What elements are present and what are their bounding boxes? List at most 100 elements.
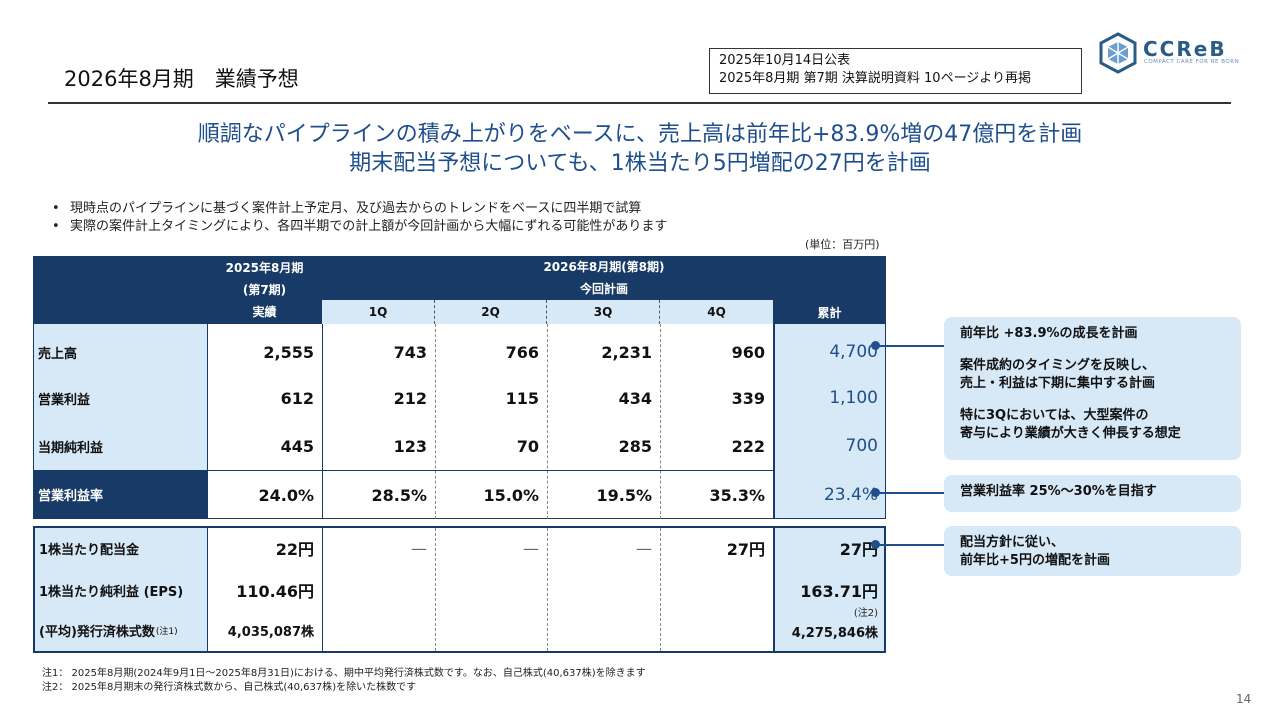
cell-eps-cumulative: 163.71円 bbox=[800, 582, 878, 601]
column-divider bbox=[322, 528, 323, 651]
header-q4: 4Q bbox=[660, 300, 773, 324]
plan-title: 2026年8月期(第8期) bbox=[543, 260, 665, 274]
footnotes: 注1： 2025年8月期(2024年9月1日～2025年8月31日)における、期… bbox=[42, 667, 646, 695]
bullet-item: 現時点のパイプラインに基づく案件計上予定月、及び過去からのトレンドをベースに四半… bbox=[52, 200, 667, 218]
cell-dividend-q1: — bbox=[411, 538, 427, 558]
callout-growth-line: 寄与により業績が大きく伸長する想定 bbox=[960, 426, 1181, 441]
callout-spacer bbox=[960, 343, 1225, 357]
cumulative-column-bg bbox=[773, 324, 885, 518]
row-label-shares: (平均)発行済株式数 (注1) bbox=[35, 614, 207, 646]
logo-cube-icon bbox=[1099, 32, 1137, 74]
cell-net-cumulative: 700 bbox=[845, 436, 878, 456]
cell-margin-q2: 15.0% bbox=[483, 485, 539, 505]
cell-op-q3: 434 bbox=[618, 388, 652, 408]
connector-line bbox=[878, 492, 944, 494]
callout-dividend-line: 前年比+5円の増配を計画 bbox=[960, 553, 1110, 568]
cell-margin-q3: 19.5% bbox=[596, 485, 652, 505]
cell-eps-prev: 110.46円 bbox=[236, 582, 314, 601]
row-divider bbox=[207, 470, 886, 471]
cell-shares-cumulative: 4,275,846株 bbox=[791, 625, 878, 641]
header-q3: 3Q bbox=[547, 300, 660, 324]
callout-margin-text: 営業利益率 25%～30%を目指す bbox=[960, 484, 1157, 499]
cell-dividend-q2: — bbox=[523, 538, 539, 558]
logo-tagline: COMPACT CARE FOR RE BORN bbox=[1144, 59, 1240, 65]
column-divider bbox=[207, 528, 208, 651]
row-label-operating-profit: 営業利益 bbox=[38, 392, 91, 408]
column-divider bbox=[660, 528, 661, 651]
footnote-2: 注2： 2025年8月期末の発行済株式数から、自己株式(40,637株)を除いた… bbox=[42, 682, 417, 693]
row-label-eps: 1株当たり純利益 (EPS) bbox=[39, 584, 184, 600]
cell-margin-prev: 24.0% bbox=[258, 485, 314, 505]
cell-net-q3: 285 bbox=[618, 436, 652, 456]
cell-margin-cumulative: 23.4% bbox=[823, 485, 878, 505]
row-label-net-income: 当期純利益 bbox=[38, 440, 104, 456]
header-cumulative: 累計 bbox=[773, 300, 886, 324]
cell-sales-q4: 960 bbox=[731, 342, 765, 362]
connector-dot bbox=[871, 488, 880, 497]
row-label-dividend: 1株当たり配当金 bbox=[39, 542, 140, 558]
cell-margin-q1: 28.5% bbox=[371, 485, 427, 505]
shares-label-text: (平均)発行済株式数 bbox=[39, 624, 155, 640]
callout-growth: 前年比 +83.9%の成長を計画 案件成約のタイミングを反映し、 売上・利益は下… bbox=[944, 317, 1241, 460]
callout-growth-line: 案件成約のタイミングを反映し、 bbox=[960, 358, 1156, 373]
cell-op-q2: 115 bbox=[505, 388, 539, 408]
row-label-sales: 売上高 bbox=[38, 346, 78, 362]
cell-shares-prev: 4,035,087株 bbox=[227, 624, 314, 640]
bullet-item: 実際の案件計上タイミングにより、各四半期での計上額が今回計画から大幅にずれる可能… bbox=[52, 218, 667, 236]
cell-net-q2: 70 bbox=[516, 436, 539, 456]
column-divider bbox=[435, 528, 436, 651]
callout-margin: 営業利益率 25%～30%を目指す bbox=[944, 475, 1241, 512]
header-q1: 1Q bbox=[322, 300, 435, 324]
cell-margin-q4: 35.3% bbox=[709, 485, 765, 505]
connector-dot bbox=[871, 341, 880, 350]
cell-sales-prev: 2,555 bbox=[263, 342, 314, 362]
per-share-table-frame bbox=[33, 526, 886, 653]
cell-net-prev: 445 bbox=[280, 436, 314, 456]
callout-spacer bbox=[960, 393, 1225, 407]
callout-dividend: 配当方針に従い、 前年比+5円の増配を計画 bbox=[944, 526, 1241, 576]
cell-sales-q3: 2,231 bbox=[601, 342, 652, 362]
header-corner bbox=[33, 256, 207, 324]
source-document: 2025年8月期 第7期 決算説明資料 10ページより再掲 bbox=[719, 71, 1032, 86]
column-divider bbox=[207, 324, 208, 519]
note2-marker: (注2) bbox=[853, 608, 878, 619]
unit-label: (単位：百万円) bbox=[805, 238, 880, 251]
column-divider bbox=[322, 324, 323, 519]
source-note: 2025年10月14日公表 2025年8月期 第7期 決算説明資料 10ページよ… bbox=[709, 48, 1082, 94]
label-column-bg bbox=[34, 324, 207, 470]
company-logo: CCReB COMPACT CARE FOR RE BORN bbox=[1098, 32, 1240, 76]
column-divider bbox=[547, 528, 548, 651]
connector-line bbox=[878, 345, 944, 347]
prev-year-period: (第7期) bbox=[242, 283, 287, 297]
bullet-list: 現時点のパイプラインに基づく案件計上予定月、及び過去からのトレンドをベースに四半… bbox=[52, 200, 667, 236]
cell-net-q4: 222 bbox=[731, 436, 765, 456]
page-number: 14 bbox=[1236, 692, 1252, 706]
column-divider bbox=[547, 324, 548, 519]
source-date: 2025年10月14日公表 bbox=[719, 53, 851, 68]
cell-dividend-q3: — bbox=[636, 538, 652, 558]
callout-growth-line: 売上・利益は下期に集中する計画 bbox=[960, 376, 1156, 391]
per-share-label-bg bbox=[35, 528, 207, 651]
prev-year-title: 2025年8月期 bbox=[225, 261, 304, 275]
note1-marker: (注1) bbox=[155, 626, 178, 637]
cell-dividend-cumulative: 27円 bbox=[839, 540, 878, 559]
cell-dividend-q4: 27円 bbox=[726, 540, 765, 559]
plan-subtitle: 今回計画 bbox=[579, 282, 628, 296]
page-title: 2026年8月期 業績予想 bbox=[64, 67, 299, 91]
prev-year-actual: 実績 bbox=[252, 305, 277, 319]
headline-line-1: 順調なパイプラインの積み上がりをベースに、売上高は前年比+83.9%増の47億円… bbox=[197, 122, 1083, 147]
cell-op-q4: 339 bbox=[731, 388, 765, 408]
cell-sales-cumulative: 4,700 bbox=[829, 342, 878, 362]
cell-op-prev: 612 bbox=[280, 388, 314, 408]
callout-dividend-line: 配当方針に従い、 bbox=[960, 535, 1065, 550]
footnote-1: 注1： 2025年8月期(2024年9月1日～2025年8月31日)における、期… bbox=[42, 668, 646, 679]
header-plan: 2026年8月期(第8期) 今回計画 bbox=[322, 256, 886, 300]
header-divider bbox=[48, 102, 1231, 104]
column-divider bbox=[660, 324, 661, 519]
column-divider bbox=[435, 324, 436, 519]
cell-op-q1: 212 bbox=[393, 388, 427, 408]
cell-op-cumulative: 1,100 bbox=[829, 388, 878, 408]
header-q2: 2Q bbox=[435, 300, 547, 324]
connector-line bbox=[878, 544, 944, 546]
headline-line-2: 期末配当予想についても、1株当たり5円増配の27円を計画 bbox=[349, 151, 931, 176]
